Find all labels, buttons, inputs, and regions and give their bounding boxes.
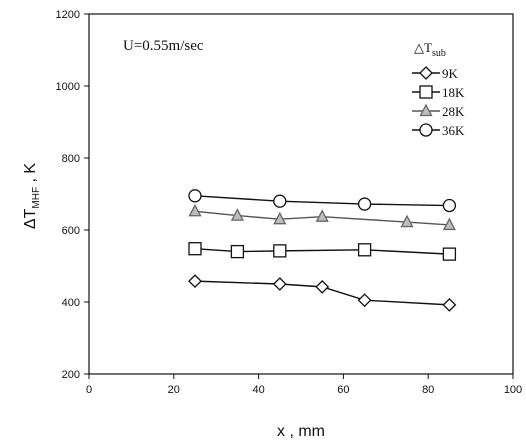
annotation: U=0.55m/sec	[123, 38, 204, 54]
y-tick-label: 1200	[56, 9, 80, 21]
legend-label: 28K	[442, 104, 465, 119]
x-tick-label: 60	[337, 384, 349, 396]
data-point	[443, 248, 455, 260]
data-point	[274, 245, 286, 257]
y-tick-label: 400	[62, 297, 80, 309]
data-point	[274, 195, 286, 207]
legend-marker	[420, 86, 432, 98]
y-axis-title: ΔTMHF , K	[22, 163, 42, 229]
data-point	[189, 243, 201, 255]
y-tick-label: 200	[62, 369, 80, 381]
x-axis-title: x , mm	[277, 423, 325, 440]
y-tick-label: 600	[62, 225, 80, 237]
x-tick-label: 40	[252, 384, 264, 396]
data-point	[443, 200, 455, 212]
data-point	[189, 190, 201, 202]
legend-label: 18K	[442, 85, 465, 100]
y-tick-label: 800	[62, 153, 80, 165]
legend-label: 9K	[442, 66, 459, 81]
data-point	[359, 244, 371, 256]
data-point	[231, 246, 243, 258]
y-tick-label: 1000	[56, 81, 80, 93]
x-tick-label: 100	[504, 384, 522, 396]
x-tick-label: 20	[168, 384, 180, 396]
x-tick-label: 0	[86, 384, 92, 396]
legend-label: 36K	[442, 123, 465, 138]
data-point	[359, 198, 371, 210]
legend-marker	[420, 124, 432, 136]
x-tick-label: 80	[422, 384, 434, 396]
